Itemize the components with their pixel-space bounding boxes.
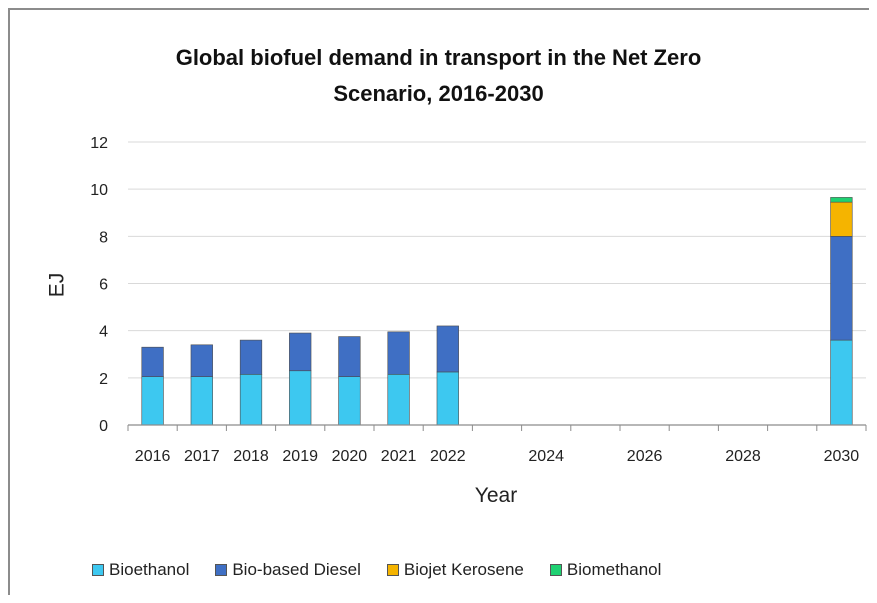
y-tick-labels: 0 2 4 6 8 10 12 xyxy=(90,135,108,435)
legend-item-biojet-kerosene: Biojet Kerosene xyxy=(386,560,524,580)
bar-bio-based-diesel-2016 xyxy=(141,346,164,377)
legend-swatch-biomethanol xyxy=(549,564,562,576)
x-tick-label-2017: 2017 xyxy=(184,448,220,465)
y-tick-label-0: 0 xyxy=(99,418,108,435)
legend-swatch-biojet-kerosene xyxy=(386,564,399,576)
bar-bioethanol-2020 xyxy=(338,376,361,426)
bar-bioethanol-2016 xyxy=(141,376,164,426)
bar-bio-based-diesel-2020 xyxy=(338,336,361,377)
bar-biomethanol-2030 xyxy=(830,197,853,203)
legend-label-bio-based-diesel: Bio-based Diesel xyxy=(232,560,361,579)
gridlines xyxy=(128,141,866,379)
legend-item-bio-based-diesel: Bio-based Diesel xyxy=(215,560,361,580)
x-tick-label-2018: 2018 xyxy=(233,448,269,465)
x-tick-label-2016: 2016 xyxy=(135,448,171,465)
legend-swatch-bioethanol xyxy=(92,564,104,576)
x-tick-label-2019: 2019 xyxy=(282,448,318,465)
y-tick-label-8: 8 xyxy=(99,229,108,246)
x-tick-label-2024: 2024 xyxy=(528,448,564,465)
bar-bio-based-diesel-2018 xyxy=(239,339,263,375)
bar-bio-based-diesel-2021 xyxy=(387,331,410,375)
x-tick-label-2028: 2028 xyxy=(725,448,761,465)
x-tick-label-2030: 2030 xyxy=(824,448,860,465)
bar-bio-based-diesel-2017 xyxy=(190,344,213,377)
chart-title: Global biofuel demand in transport in th… xyxy=(0,40,877,112)
x-tick-label-2020: 2020 xyxy=(332,448,368,465)
chart-title-line-1: Global biofuel demand in transport in th… xyxy=(175,45,702,70)
bar-bio-based-diesel-2019 xyxy=(289,332,312,372)
x-tick-label-2022: 2022 xyxy=(430,448,466,465)
bars xyxy=(141,197,853,426)
bar-bioethanol-2022 xyxy=(436,371,459,426)
y-tick-label-4: 4 xyxy=(99,324,108,341)
legend-item-bioethanol: Bioethanol xyxy=(92,560,189,580)
legend-item-biomethanol: Biomethanol xyxy=(549,560,662,580)
x-tick-label-2026: 2026 xyxy=(627,448,663,465)
chart-frame xyxy=(8,8,869,595)
bar-bioethanol-2019 xyxy=(289,370,312,426)
legend-label-bioethanol: Bioethanol xyxy=(109,560,190,579)
bar-bioethanol-2021 xyxy=(387,373,410,426)
y-tick-label-12: 12 xyxy=(90,135,108,152)
y-tick-label-6: 6 xyxy=(99,277,108,294)
chart-title-line-2: Scenario, 2016-2030 xyxy=(333,81,544,106)
bar-bio-based-diesel-2022 xyxy=(436,325,459,373)
legend-label-biojet-kerosene: Biojet Kerosene xyxy=(403,560,524,579)
bar-bio-based-diesel-2030 xyxy=(830,236,853,341)
y-axis-label: EJ xyxy=(46,273,69,298)
legend-swatch-bio-based-diesel xyxy=(215,564,228,576)
legend: Bioethanol Bio-based Diesel Biojet Kerosen… xyxy=(92,558,687,582)
x-tick-label-2021: 2021 xyxy=(381,448,417,465)
x-tick-labels: 2016 2017 2018 2019 2020 2021 2022 2024 2026 2028… xyxy=(135,448,859,465)
bar-bioethanol-2017 xyxy=(190,376,213,426)
y-tick-label-2: 2 xyxy=(99,371,108,388)
x-axis-label: Year xyxy=(475,484,517,507)
y-tick-label-10: 10 xyxy=(90,182,108,199)
bar-bioethanol-2018 xyxy=(239,373,263,426)
axes xyxy=(127,424,867,431)
bar-bioethanol-2030 xyxy=(830,339,853,426)
legend-label-biomethanol: Biomethanol xyxy=(566,560,662,579)
bar-biojet-kerosene-2030 xyxy=(830,201,853,237)
